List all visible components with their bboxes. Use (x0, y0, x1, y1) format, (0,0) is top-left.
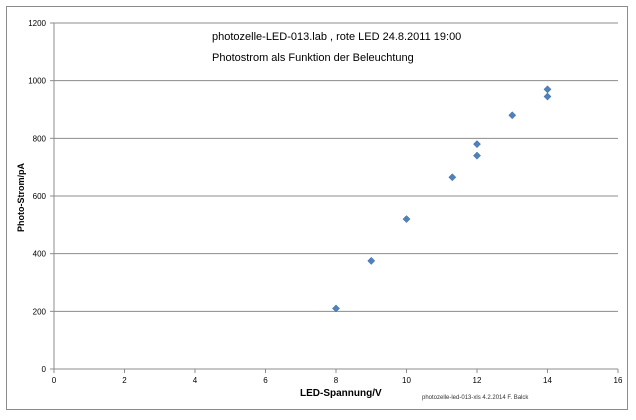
x-tick-label: 0 (52, 376, 57, 385)
grid-lines (54, 22, 618, 312)
data-point (448, 173, 457, 182)
data-point (473, 140, 481, 149)
data-point (508, 111, 517, 120)
y-tick-label: 1200 (28, 19, 46, 28)
x-tick-label: 16 (614, 376, 623, 385)
x-tick-label: 2 (122, 376, 127, 385)
x-tick-label: 12 (473, 376, 482, 385)
y-tick-label: 800 (33, 134, 47, 143)
y-tick-label: 400 (33, 250, 47, 259)
data-points (332, 85, 552, 313)
x-tick-label: 8 (334, 376, 339, 385)
data-point (473, 151, 481, 160)
x-tick-label: 4 (193, 376, 198, 385)
data-point (367, 256, 376, 265)
data-point (402, 215, 411, 224)
x-tick-label: 6 (263, 376, 268, 385)
y-tick-label: 200 (33, 307, 47, 316)
chart-title: photozelle-LED-013.lab , rote LED 24.8.2… (212, 31, 462, 43)
data-point (543, 92, 552, 101)
x-tick-label: 14 (543, 376, 552, 385)
chart-credit: photozelle-led-013-xls 4.2.2014 F. Balck (422, 395, 529, 401)
x-axis-label: LED-Spannung/V (300, 388, 382, 399)
data-point (543, 85, 552, 94)
x-tick-label: 10 (402, 376, 411, 385)
y-axis-label: Photo-Strom/pA (16, 163, 26, 232)
tick-labels: 0 200 400 600 800 1000 1200 0 2 4 6 8 10 12 14 16 (28, 19, 623, 385)
axes (50, 22, 619, 373)
chart-frame (6, 6, 628, 410)
y-tick-label: 0 (42, 365, 47, 374)
chart-subtitle: Photostrom als Funktion der Beleuchtung (212, 52, 414, 64)
y-tick-label: 1000 (28, 77, 46, 86)
y-tick-label: 600 (33, 192, 47, 201)
data-point (332, 304, 340, 313)
